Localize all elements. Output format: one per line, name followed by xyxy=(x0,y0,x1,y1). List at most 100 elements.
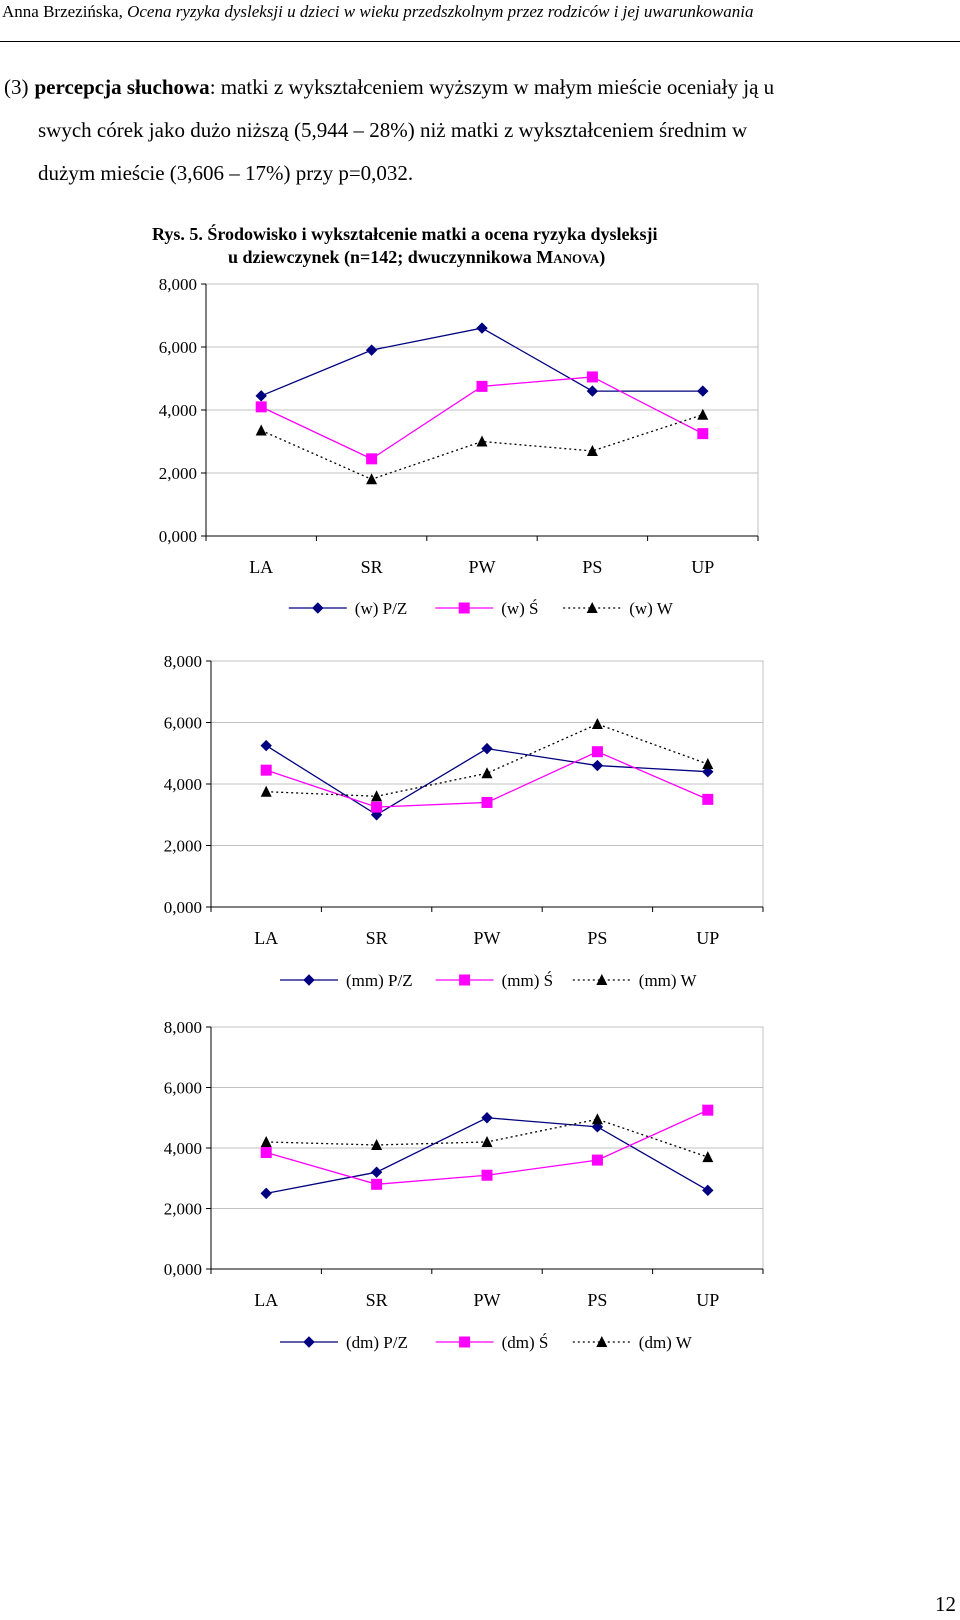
y-tick-label: 8,000 xyxy=(164,652,202,671)
x-tick-label-la: LA xyxy=(254,928,278,948)
x-tick-label-pw: PW xyxy=(469,557,496,577)
series-line-3 xyxy=(266,723,709,797)
paragraph-line3: dużym mieście (3,606 – 17%) przy p=0,032… xyxy=(38,161,414,185)
series-3-point xyxy=(702,1151,714,1163)
series-3-point xyxy=(371,1138,383,1150)
y-tick-label: 2,000 xyxy=(164,1200,202,1219)
figure-label: Rys. 5. xyxy=(152,224,203,244)
paragraph-number: (3) xyxy=(4,75,29,99)
paragraph-term: percepcja słuchowa xyxy=(34,75,210,99)
series-2-point xyxy=(371,801,383,813)
x-tick-label-up: UP xyxy=(691,557,714,577)
series-3-point xyxy=(481,767,493,779)
legend-label-1: (dm) P/Z xyxy=(346,1333,408,1352)
chart-mm: 0,000 2,000 4,000 6,000 8,000 LA SR PW PS UP (mm) … xyxy=(164,652,764,990)
series-1-point xyxy=(260,1187,272,1200)
x-tick-label-la: LA xyxy=(254,1290,278,1310)
series-2-point xyxy=(481,1169,493,1181)
legend-label-2: (mm) Ś xyxy=(502,971,553,990)
legend-label-3: (dm) W xyxy=(639,1333,693,1352)
series-3-point xyxy=(366,473,378,485)
series-2-point xyxy=(591,746,603,758)
series-2-point xyxy=(591,1154,603,1166)
legend-marker-3 xyxy=(586,602,598,613)
figure-caption: Rys. 5. Środowisko i wykształcenie matki… xyxy=(152,223,852,270)
legend-label-1: (w) P/Z xyxy=(355,599,407,618)
y-tick-label: 2,000 xyxy=(164,837,202,856)
y-tick-label: 0,000 xyxy=(164,1260,202,1279)
series-3-point xyxy=(591,718,603,730)
caption-manova-smallcaps: ANOVA xyxy=(553,251,600,266)
series-3-point xyxy=(476,435,488,447)
series-3-point xyxy=(702,758,714,770)
series-2-point xyxy=(260,764,272,776)
paragraph-line2: swych córek jako dużo niższą (5,944 – 28… xyxy=(38,118,748,142)
y-tick-label: 6,000 xyxy=(164,714,202,733)
series-3-point xyxy=(591,1113,603,1125)
legend-marker-2 xyxy=(459,1336,471,1348)
y-tick-label: 4,000 xyxy=(159,401,197,420)
running-head-title: Ocena ryzyka dysleksji u dzieci w wieku … xyxy=(127,2,754,21)
x-tick-label-sr: SR xyxy=(366,1290,388,1310)
legend-label-3: (w) W xyxy=(629,599,674,618)
series-2-point xyxy=(366,453,378,465)
legend-label-2: (dm) Ś xyxy=(502,1333,549,1352)
y-tick-label: 6,000 xyxy=(159,338,197,357)
y-tick-label: 0,000 xyxy=(164,898,202,917)
series-3-point xyxy=(697,408,709,420)
series-1-point xyxy=(702,765,714,778)
legend-marker-1 xyxy=(303,974,315,986)
series-1-point xyxy=(591,1121,604,1133)
series-3-point xyxy=(481,1135,493,1147)
series-3-point xyxy=(260,785,272,797)
y-tick-label: 4,000 xyxy=(164,775,202,794)
series-2-point xyxy=(702,1104,714,1116)
y-tick-label: 8,000 xyxy=(164,1018,202,1037)
series-1-point xyxy=(365,344,378,356)
x-tick-label-up: UP xyxy=(696,928,719,948)
series-2-point xyxy=(697,428,709,440)
figure-caption-line1: Środowisko i wykształcenie matki a ocena… xyxy=(207,224,658,244)
legend-label-2: (w) Ś xyxy=(501,599,538,618)
chart-w: 0,000 2,000 4,000 6,000 8,000 LA SR PW PS UP (w) P… xyxy=(159,275,759,618)
series-3-point xyxy=(586,444,598,456)
legend-marker-1 xyxy=(312,602,324,614)
legend-marker-2 xyxy=(458,602,470,614)
x-tick-label-la: LA xyxy=(249,557,273,577)
y-tick-label: 0,000 xyxy=(159,527,197,546)
figure-caption-line2: u dziewczynek (n=142; dwuczynnikowa MANO… xyxy=(152,246,852,270)
series-1-point xyxy=(481,1112,493,1124)
legend-marker-1 xyxy=(303,1336,315,1348)
body-paragraph: (3) percepcja słuchowa: matki z wykształc… xyxy=(4,66,954,195)
x-tick-label-pw: PW xyxy=(474,928,501,948)
series-1-point xyxy=(260,739,272,752)
x-tick-label-sr: SR xyxy=(361,557,383,577)
legend-label-3: (mm) W xyxy=(639,971,698,990)
series-line-3 xyxy=(260,414,704,480)
chart-dm: 0,000 2,000 4,000 6,000 8,000 LA SR PW PS UP (dm) … xyxy=(164,1018,764,1352)
series-3-point xyxy=(371,790,383,802)
series-line-1 xyxy=(266,1117,709,1195)
series-2-point xyxy=(586,371,598,383)
y-tick-label: 8,000 xyxy=(159,275,197,294)
series-2-point xyxy=(255,401,267,413)
series-3-point xyxy=(260,1135,272,1147)
running-head-author: Anna Brzezińska, xyxy=(2,2,128,21)
legend-label-1: (mm) P/Z xyxy=(346,971,413,990)
y-tick-label: 2,000 xyxy=(159,464,197,483)
series-3-point xyxy=(255,424,267,436)
x-tick-label-pw: PW xyxy=(474,1290,501,1310)
legend-marker-3 xyxy=(596,1336,608,1347)
x-tick-label-ps: PS xyxy=(587,1290,607,1310)
series-1-point xyxy=(591,759,604,772)
series-2-point xyxy=(476,380,488,392)
x-tick-label-up: UP xyxy=(696,1290,719,1310)
x-tick-label-sr: SR xyxy=(366,928,388,948)
series-1-point xyxy=(702,1184,714,1197)
running-head: Anna Brzezińska, Ocena ryzyka dysleksji … xyxy=(0,0,960,42)
series-1-point xyxy=(697,385,709,397)
y-tick-label: 6,000 xyxy=(164,1079,202,1098)
x-tick-label-ps: PS xyxy=(587,928,607,948)
legend-marker-3 xyxy=(596,974,608,985)
series-1-point xyxy=(370,1166,383,1178)
